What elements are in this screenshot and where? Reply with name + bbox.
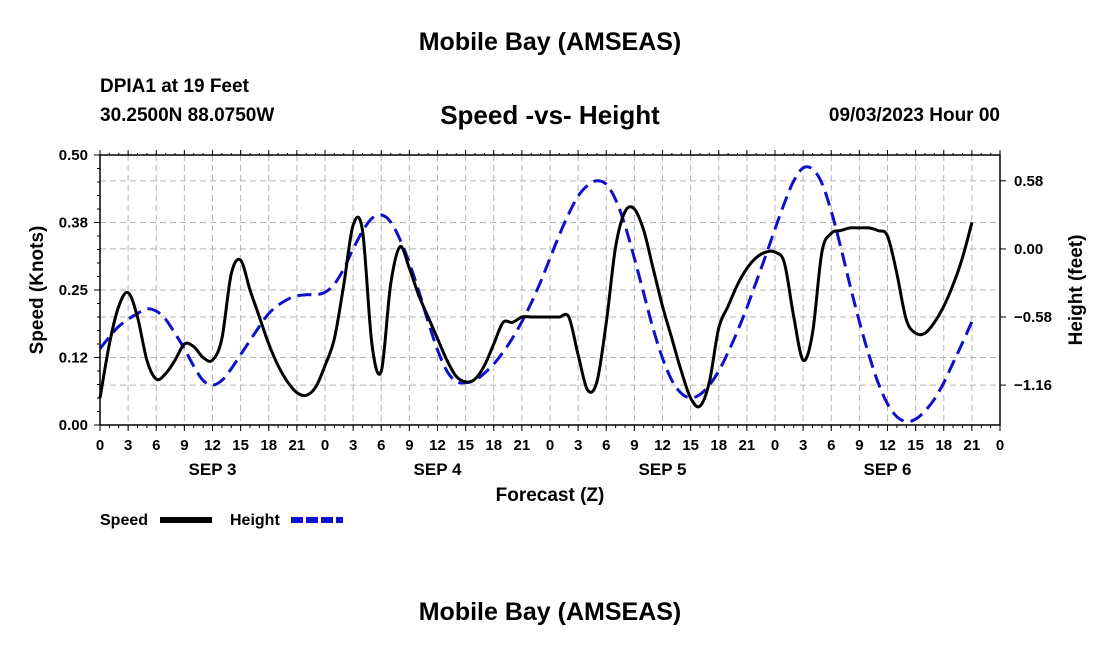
x-tick-label: 0 (546, 437, 554, 454)
x-tick-label: 0 (771, 437, 779, 454)
coordinates-label: 30.2500N 88.0750W (100, 105, 275, 126)
forecast-datetime: 09/03/2023 Hour 00 (828, 105, 1000, 126)
page-title: Mobile Bay (AMSEAS) (418, 28, 682, 56)
y2-tick-label: 0.58 (1014, 173, 1043, 190)
x-tick-label: 6 (602, 437, 610, 454)
x-tick-label: 18 (260, 437, 277, 454)
day-label: SEP 5 (639, 460, 687, 479)
x-tick-label: 21 (289, 437, 306, 454)
legend: Speed Height (100, 512, 343, 529)
x-tick-label: 21 (514, 437, 531, 454)
x-tick-label: 6 (827, 437, 835, 454)
footer-title: Mobile Bay (AMSEAS) (418, 598, 682, 626)
y2-tick-label: −1.16 (1014, 377, 1052, 394)
x-tick-label: 12 (429, 437, 446, 454)
legend-label-height: Height (230, 512, 280, 529)
x-tick-label: 6 (377, 437, 385, 454)
x-tick-label: 9 (855, 437, 863, 454)
y-axis-title: Speed (Knots) (27, 226, 48, 355)
x-tick-label: 3 (124, 437, 132, 454)
x-tick-label: 18 (485, 437, 502, 454)
x-tick-label: 21 (964, 437, 981, 454)
x-tick-label: 21 (739, 437, 756, 454)
x-tick-label: 12 (654, 437, 671, 454)
x-tick-label: 3 (349, 437, 357, 454)
x-tick-label: 15 (232, 437, 249, 454)
y-tick-label: 0.50 (59, 147, 88, 164)
x-tick-label: 3 (799, 437, 807, 454)
x-tick-label: 12 (204, 437, 221, 454)
y2-tick-label: 0.00 (1014, 241, 1043, 258)
height-series-line (98, 165, 974, 424)
x-tick-label: 18 (935, 437, 952, 454)
x-tick-label: 3 (574, 437, 582, 454)
grid-layer (100, 155, 1000, 425)
day-label: SEP 4 (414, 460, 462, 479)
day-label: SEP 3 (189, 460, 237, 479)
day-label: SEP 6 (864, 460, 912, 479)
y-tick-label: 0.38 (59, 215, 88, 232)
chart-subtitle: Speed -vs- Height (440, 100, 660, 130)
x-tick-label: 15 (457, 437, 474, 454)
x-tick-label: 9 (180, 437, 188, 454)
y-tick-label: 0.12 (59, 350, 88, 367)
x-tick-label: 6 (152, 437, 160, 454)
x-tick-label: 15 (907, 437, 924, 454)
x-tick-label: 0 (96, 437, 104, 454)
x-tick-label: 9 (405, 437, 413, 454)
x-tick-label: 18 (710, 437, 727, 454)
y2-tick-label: −0.58 (1014, 309, 1052, 326)
x-tick-label: 0 (321, 437, 329, 454)
axes-layer: 0 3 6 9 12 15 18 21 0 3 6 9 12 15 18 21 0 3 6 9 12 15 18 21 0 3 6 9… (27, 147, 1087, 506)
station-label: DPIA1 at 19 Feet (100, 76, 249, 97)
y-tick-label: 0.00 (59, 417, 88, 434)
speed-series-line (98, 205, 974, 409)
x-tick-label: 15 (682, 437, 699, 454)
x-tick-label: 9 (630, 437, 638, 454)
x-axis-title: Forecast (Z) (496, 485, 605, 506)
y-tick-label: 0.25 (59, 282, 88, 299)
x-tick-label: 12 (879, 437, 896, 454)
series-layer (98, 165, 974, 424)
y2-axis-title: Height (feet) (1066, 235, 1087, 346)
legend-label-speed: Speed (100, 512, 148, 529)
x-tick-label: 0 (996, 437, 1004, 454)
